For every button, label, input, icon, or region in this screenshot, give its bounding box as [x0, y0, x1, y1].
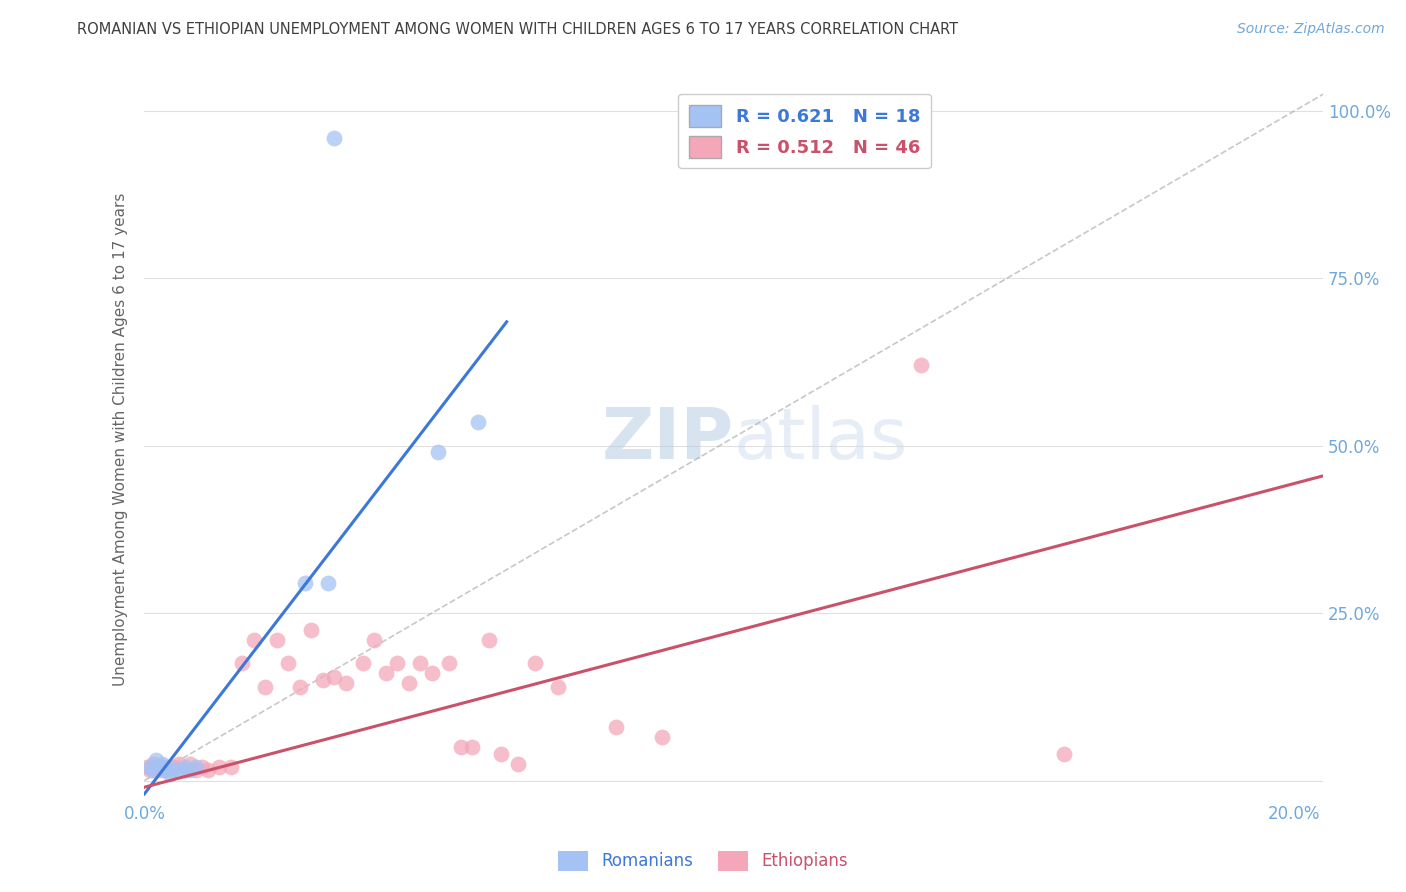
Point [136, 760, 159, 774]
Point [323, 130, 346, 145]
Point [605, 720, 627, 734]
Point [150, 756, 173, 771]
Point [139, 764, 162, 778]
Point [524, 657, 547, 671]
Point [191, 760, 214, 774]
Point [162, 764, 184, 778]
Legend: Romanians, Ethiopians: Romanians, Ethiopians [550, 842, 856, 880]
Text: ZIP: ZIP [602, 405, 734, 474]
Point [266, 632, 288, 647]
Point [219, 760, 242, 774]
Point [461, 740, 484, 755]
Text: ROMANIAN VS ETHIOPIAN UNEMPLOYMENT AMONG WOMEN WITH CHILDREN AGES 6 TO 17 YEARS : ROMANIAN VS ETHIOPIAN UNEMPLOYMENT AMONG… [77, 22, 959, 37]
Point [387, 657, 409, 671]
Point [426, 445, 449, 459]
Point [156, 760, 179, 774]
Point [145, 754, 167, 768]
Point [197, 764, 219, 778]
Point [173, 764, 195, 778]
Point [153, 764, 176, 778]
Point [651, 730, 673, 744]
Y-axis label: Unemployment Among Women with Children Ages 6 to 17 years: Unemployment Among Women with Children A… [114, 193, 128, 686]
Point [179, 756, 201, 771]
Point [231, 657, 253, 671]
Point [254, 680, 277, 694]
Point [179, 764, 201, 778]
Point [910, 359, 932, 373]
Point [335, 676, 357, 690]
Point [208, 760, 231, 774]
Point [186, 760, 208, 774]
Point [467, 415, 489, 429]
Point [398, 676, 420, 690]
Point [173, 760, 195, 774]
Point [162, 760, 184, 774]
Point [142, 764, 165, 778]
Point [139, 760, 162, 774]
Point [508, 756, 530, 771]
Point [153, 760, 176, 774]
Point [489, 747, 512, 761]
Point [318, 576, 340, 591]
Point [299, 623, 322, 637]
Point [294, 576, 316, 591]
Point [450, 740, 472, 755]
Point [159, 767, 181, 781]
Point [409, 657, 432, 671]
Point [311, 673, 333, 687]
Point [167, 756, 190, 771]
Point [145, 764, 167, 778]
Point [363, 632, 385, 647]
Point [288, 680, 311, 694]
Point [150, 764, 173, 778]
Point [186, 764, 208, 778]
Text: Source: ZipAtlas.com: Source: ZipAtlas.com [1237, 22, 1385, 37]
Point [148, 760, 170, 774]
Point [352, 657, 374, 671]
Point [478, 632, 501, 647]
Point [1053, 747, 1076, 761]
Text: atlas: atlas [734, 405, 908, 474]
Point [420, 666, 443, 681]
Point [167, 764, 190, 778]
Point [547, 680, 569, 694]
Point [437, 657, 460, 671]
Point [277, 657, 299, 671]
Point [374, 666, 396, 681]
Point [156, 764, 179, 778]
Point [242, 632, 264, 647]
Point [142, 756, 165, 771]
Legend: R = 0.621   N = 18, R = 0.512   N = 46: R = 0.621 N = 18, R = 0.512 N = 46 [678, 94, 931, 169]
Point [323, 670, 346, 684]
Point [148, 760, 170, 774]
